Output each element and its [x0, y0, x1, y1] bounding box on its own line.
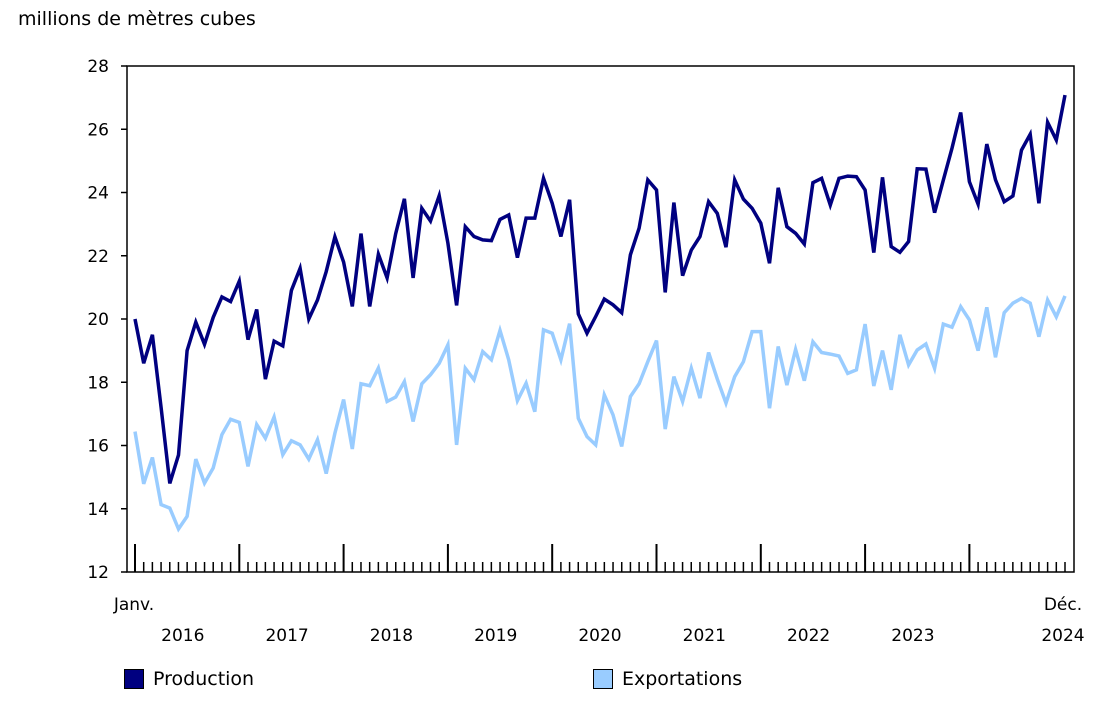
legend-label-exportations: Exportations: [622, 668, 743, 690]
x-end-label: Déc.: [1044, 595, 1082, 615]
legend-item-exportations: Exportations: [593, 668, 742, 690]
year-label: 2024: [1041, 626, 1084, 646]
y-tick-label: 16: [87, 437, 109, 457]
year-label: 2021: [683, 626, 726, 646]
year-label: 2017: [265, 626, 308, 646]
y-tick-label: 14: [87, 500, 109, 520]
legend-swatch-production: [124, 669, 144, 689]
legend-item-production: Production: [124, 668, 254, 690]
y-tick-label: 12: [87, 563, 109, 583]
year-label: 2023: [891, 626, 934, 646]
y-tick-label: 22: [87, 247, 109, 267]
legend-label-production: Production: [153, 668, 255, 690]
y-tick-label: 26: [87, 120, 109, 140]
year-label: 2018: [370, 626, 413, 646]
year-label: 2020: [578, 626, 621, 646]
x-start-label: Janv.: [113, 595, 154, 615]
y-tick-label: 24: [87, 184, 109, 204]
year-label: 2019: [474, 626, 517, 646]
plot-frame: [126, 65, 1075, 573]
legend-swatch-exportations: [593, 669, 613, 689]
series-line-production: [133, 94, 1067, 484]
year-label: 2016: [161, 626, 204, 646]
y-tick-label: 28: [87, 57, 109, 77]
year-label: 2022: [787, 626, 830, 646]
y-tick-label: 18: [87, 373, 109, 393]
y-tick-label: 20: [87, 310, 109, 330]
series-line-exportations: [133, 295, 1067, 533]
y-axis-title: millions de mètres cubes: [18, 8, 256, 30]
